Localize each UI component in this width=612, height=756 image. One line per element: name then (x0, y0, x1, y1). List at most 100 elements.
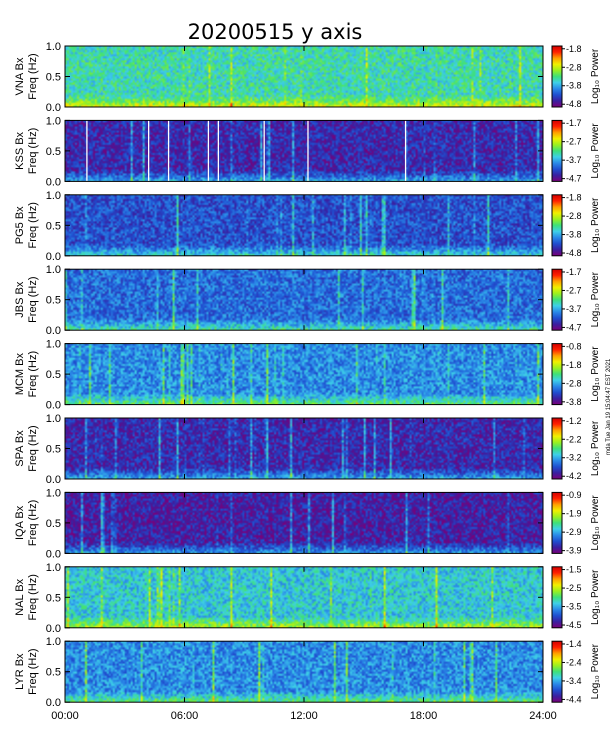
colorbar-tick-label: -2.4 (566, 657, 582, 667)
colorbar-tick-label: -4.7 (566, 322, 582, 332)
y-tick-label: 0.0 (46, 697, 61, 709)
panel-ylabel-units: Freq (Hz) (27, 202, 39, 248)
colorbar-tick-label: -4.2 (566, 471, 582, 481)
colorbar-tick-label: -2.7 (566, 137, 582, 147)
colorbar-label: Log₁₀ Power (590, 643, 601, 699)
colorbar-label: Log₁₀ Power (590, 346, 601, 402)
colorbar-label: Log₁₀ Power (590, 123, 601, 179)
colorbar-tick-label: -3.4 (566, 676, 582, 686)
colorbar-tick-label: -1.4 (566, 639, 582, 649)
x-tick-label: 06:00 (171, 710, 199, 722)
colorbar (551, 491, 563, 554)
y-tick-label: 0.5 (46, 518, 61, 530)
panel-ylabel-units: Freq (Hz) (27, 128, 39, 174)
panel-ylabel: IQA Bx (14, 505, 26, 540)
spectrogram-image (65, 641, 543, 703)
colorbar-tick-label: -3.8 (566, 397, 582, 407)
colorbar (551, 417, 563, 480)
spectrogram-image (65, 46, 543, 107)
x-tick-label: 18:00 (410, 710, 438, 722)
y-tick-label: 0.0 (46, 400, 61, 412)
x-axis: 00:00 06:00 12:00 18:00 24:00 (51, 710, 557, 722)
colorbar (551, 566, 563, 629)
x-tick-label: 12:00 (290, 710, 318, 722)
colorbar-tick-label: -1.8 (566, 193, 582, 203)
colorbar-tick-label: -1.8 (566, 44, 582, 54)
colorbar-tick-label: -4.8 (566, 248, 582, 258)
colorbar (551, 640, 563, 703)
y-tick-label: 0.0 (46, 548, 61, 560)
panel-ylabel: MCM Bx (14, 353, 26, 396)
y-tick-label: 1.0 (46, 264, 61, 276)
panel-iqa: 0.0 0.5 1.0 IQA Bx Freq (Hz) -0.9 -1.9 -2.9 -3.9… (14, 487, 601, 560)
spectrogram-image (65, 120, 543, 182)
spectrogram-image (65, 566, 543, 628)
y-tick-label: 0.5 (46, 146, 61, 158)
panel-ylabel-units: Freq (Hz) (27, 500, 39, 546)
y-tick-label: 1.0 (46, 115, 61, 127)
colorbar-tick-label: -2.8 (566, 378, 582, 388)
colorbar-label: Log₁₀ Power (590, 271, 601, 327)
colorbar-tick-label: -0.9 (566, 490, 582, 500)
colorbar-tick-label: -4.8 (566, 99, 582, 109)
y-tick-label: 0.5 (46, 220, 61, 232)
panel-kss: 0.0 0.5 1.0 KSS Bx Freq (Hz) -1.7 -2.7 -3.7 -4.7… (14, 115, 601, 188)
spectrogram-image (65, 418, 543, 479)
colorbar-tick-label: -3.8 (566, 81, 582, 91)
colorbar (551, 45, 563, 108)
panel-stack: 0.0 0.5 1.0 VNA Bx Freq (Hz) -1.8 -2.8 -3.8 -4.8… (14, 41, 601, 709)
y-tick-label: 0.5 (46, 295, 61, 307)
y-tick-label: 1.0 (46, 190, 61, 202)
panel-ylabel: PG5 Bx (14, 206, 26, 244)
colorbar-tick-label: -1.7 (566, 267, 582, 277)
y-tick-label: 0.0 (46, 251, 61, 263)
panel-mcm: 0.0 0.5 1.0 MCM Bx Freq (Hz) -0.8 -1.8 -2.8 -3.8… (14, 339, 601, 412)
colorbar-tick-label: -3.9 (566, 546, 582, 556)
panel-ylabel-units: Freq (Hz) (27, 351, 39, 397)
y-tick-label: 0.5 (46, 369, 61, 381)
panel-ylabel: SPA Bx (14, 430, 26, 467)
panel-jbs: 0.0 0.5 1.0 JBS Bx Freq (Hz) -1.7 -2.7 -3.7 -4.7… (14, 264, 601, 337)
spectrogram-image (65, 343, 543, 405)
panel-ylabel-units: Freq (Hz) (27, 276, 39, 322)
colorbar (551, 343, 563, 406)
colorbar-tick-label: -3.7 (566, 155, 582, 165)
y-tick-label: 0.0 (46, 325, 61, 337)
y-tick-label: 1.0 (46, 413, 61, 425)
spectrogram-image (65, 194, 543, 256)
colorbar-tick-label: -0.8 (566, 341, 582, 351)
colorbar-tick-label: -2.8 (566, 62, 582, 72)
colorbar (551, 194, 563, 257)
colorbar-tick-label: -2.5 (566, 583, 582, 593)
y-tick-label: 0.5 (46, 444, 61, 456)
spectrogram-image (65, 492, 543, 554)
y-tick-label: 1.0 (46, 562, 61, 574)
panel-nal: 0.0 0.5 1.0 NAL Bx Freq (Hz) -1.5 -2.5 -3.5 -4.5… (14, 562, 601, 635)
y-tick-label: 1.0 (46, 487, 61, 499)
panel-ylabel: VNA Bx (14, 57, 26, 95)
colorbar-label: Log₁₀ Power (590, 495, 601, 551)
colorbar-tick-label: -3.2 (566, 453, 582, 463)
colorbar-tick-label: -4.4 (566, 694, 582, 704)
colorbar-tick-label: -1.8 (566, 360, 582, 370)
colorbar-tick-label: -2.2 (566, 434, 582, 444)
panel-ylabel: LYR Bx (14, 653, 26, 690)
colorbar-tick-label: -2.9 (566, 527, 582, 537)
colorbar-tick-label: -3.7 (566, 304, 582, 314)
colorbar-label: Log₁₀ Power (590, 569, 601, 625)
y-tick-label: 1.0 (46, 636, 61, 648)
y-tick-label: 1.0 (46, 41, 61, 53)
colorbar-tick-label: -2.7 (566, 285, 582, 295)
y-tick-label: 0.5 (46, 592, 61, 604)
panel-spa: 0.0 0.5 1.0 SPA Bx Freq (Hz) -1.2 -2.2 -3.2 -4.2… (14, 413, 601, 486)
panel-ylabel: NAL Bx (14, 578, 26, 615)
panel-ylabel-units: Freq (Hz) (27, 425, 39, 471)
colorbar-label: Log₁₀ Power (590, 420, 601, 476)
panel-ylabel: KSS Bx (14, 131, 26, 169)
colorbar-tick-label: -1.7 (566, 118, 582, 128)
colorbar (551, 119, 563, 182)
panel-lyr: 0.0 0.5 1.0 LYR Bx Freq (Hz) -1.4 -2.4 -3.4 -4.4… (14, 636, 601, 709)
x-tick-label: 24:00 (529, 710, 557, 722)
colorbar-tick-label: -4.5 (566, 620, 582, 630)
y-tick-label: 0.5 (46, 667, 61, 679)
